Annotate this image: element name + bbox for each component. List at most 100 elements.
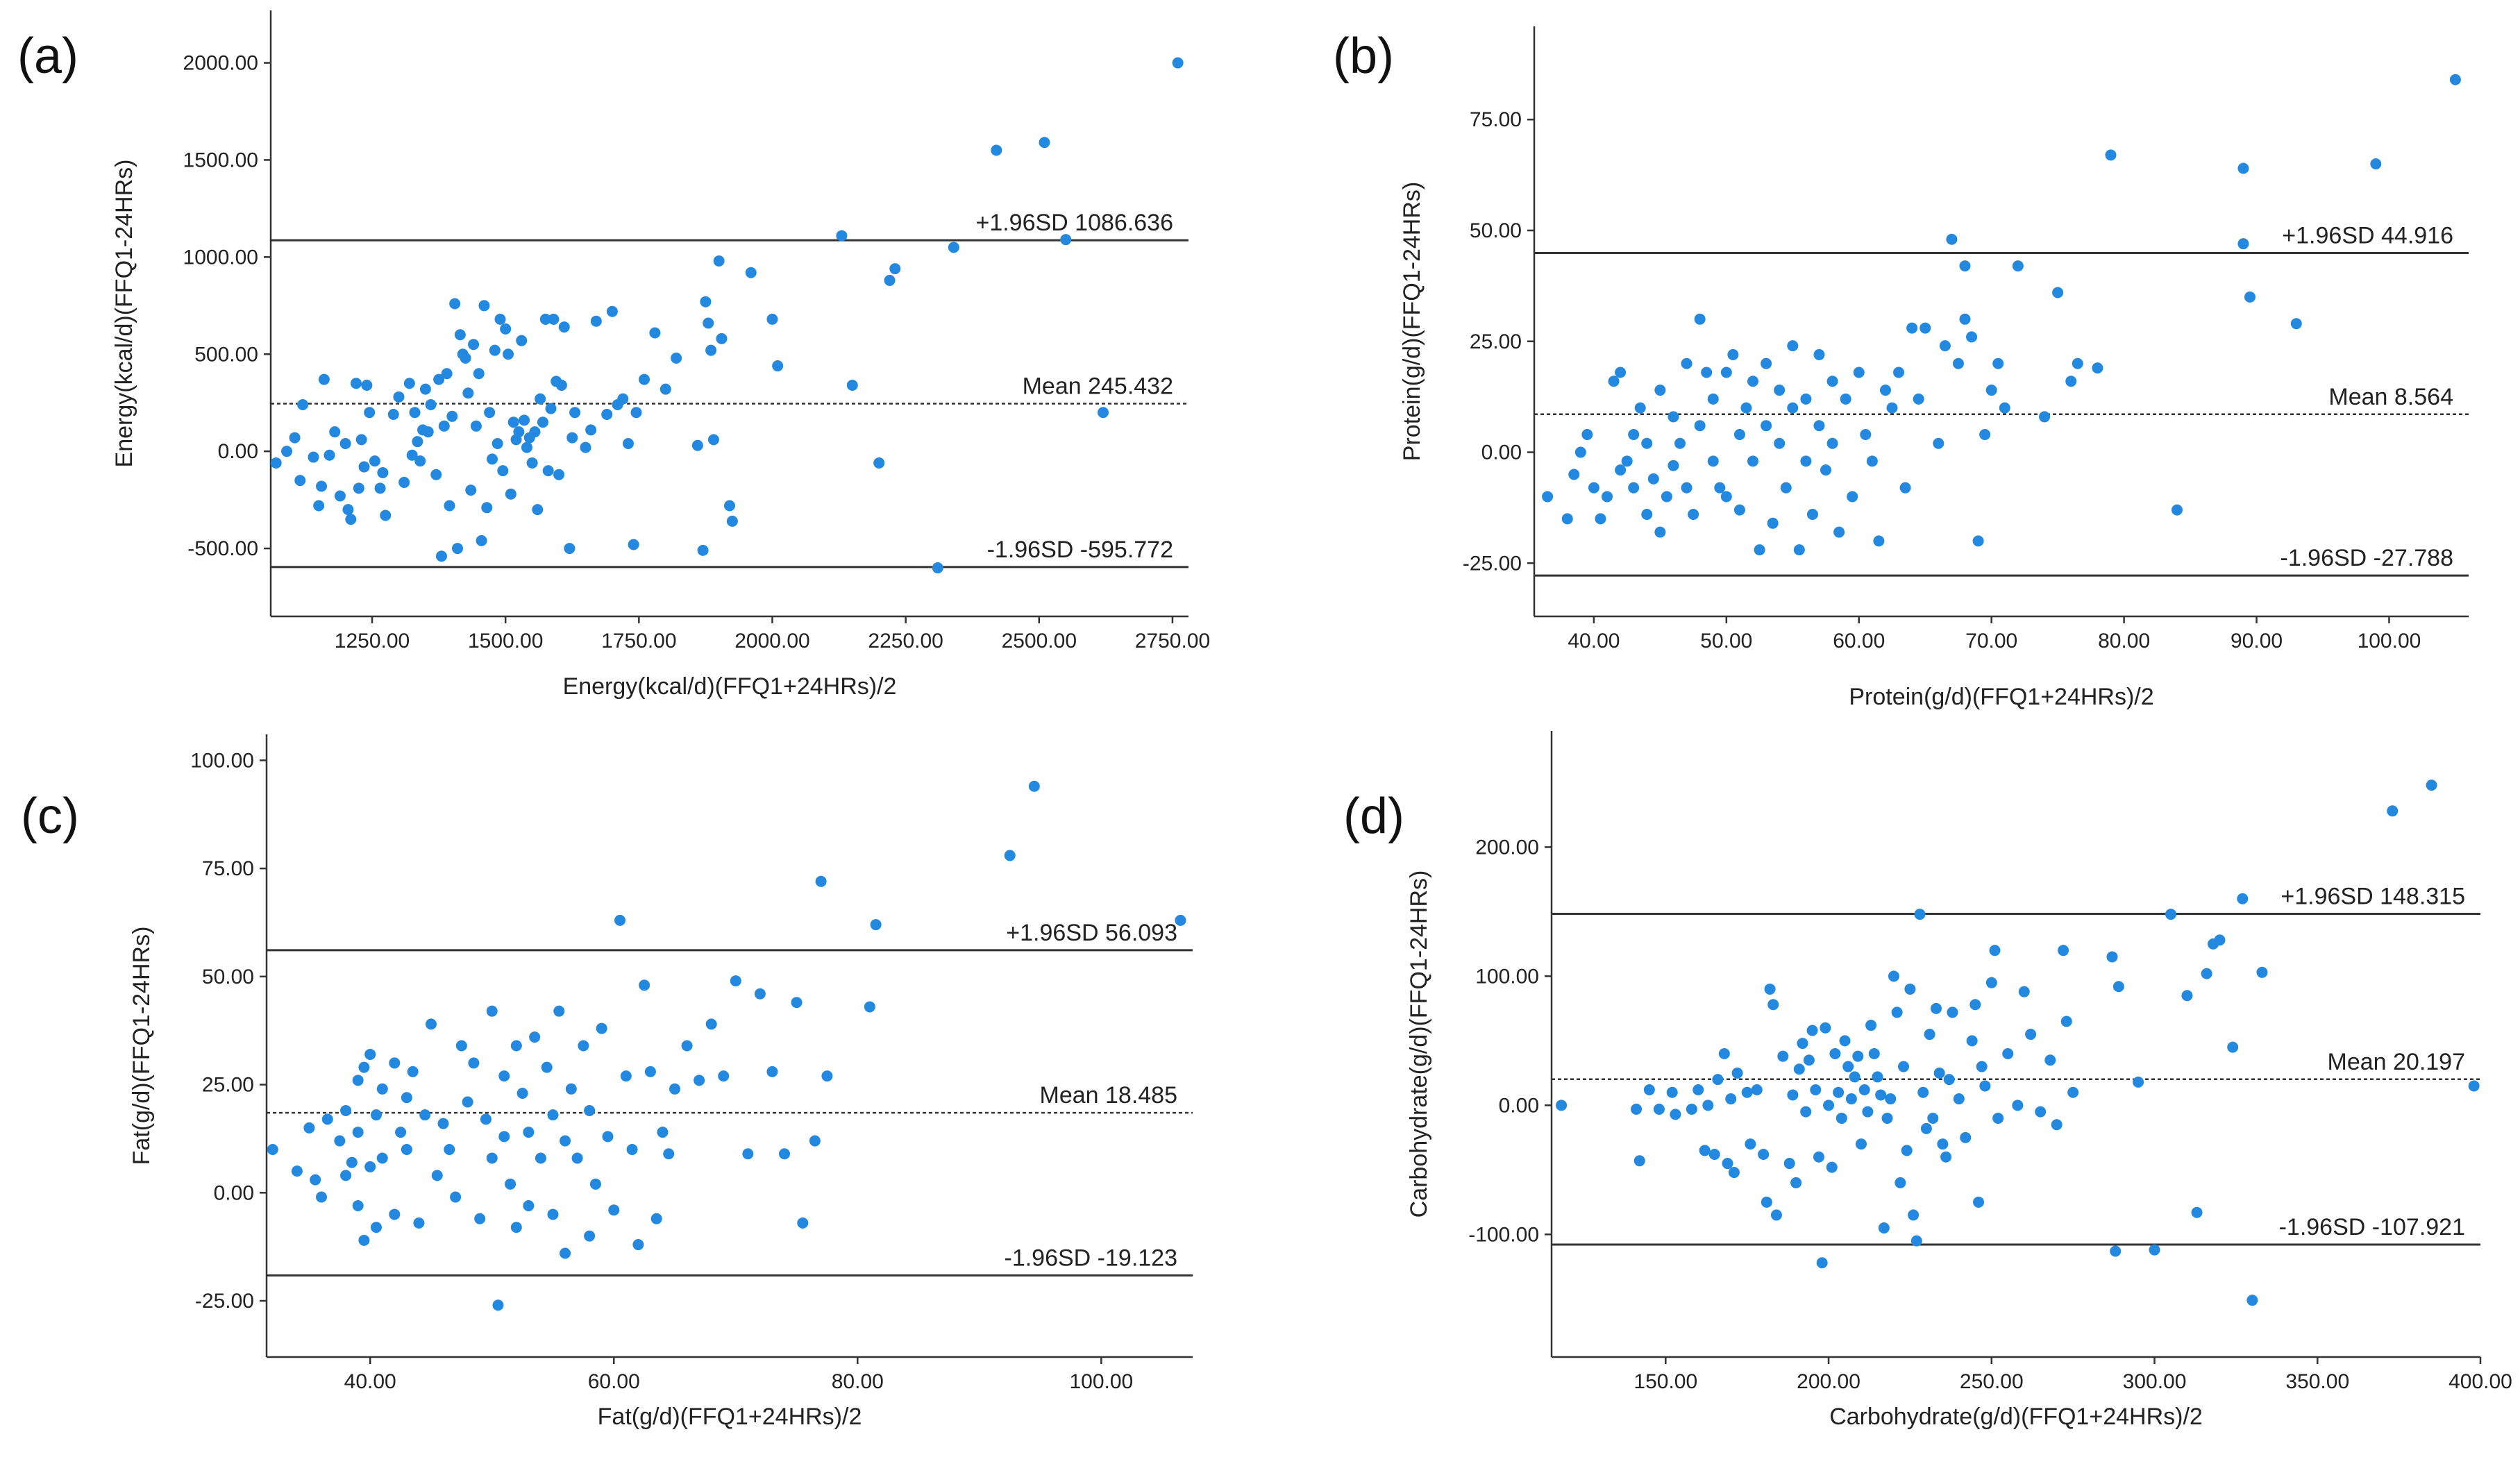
panel-b-data-point xyxy=(1668,411,1679,423)
panel-b-data-point xyxy=(1853,367,1865,378)
panel-b-data-point xyxy=(1761,357,1772,369)
panel-b-data-point xyxy=(1740,402,1752,414)
panel-b-data-point xyxy=(1595,513,1606,525)
panel-d-x-axis-title: Carbohydrate(g/d)(FFQ1+24HRs)/2 xyxy=(1829,1404,2203,1430)
panel-c-data-point xyxy=(632,1239,644,1251)
panel-c-data-point xyxy=(778,1148,790,1160)
panel-a-lower-label: -1.96SD -595.772 xyxy=(987,537,1173,563)
panel-d-data-point xyxy=(2035,1106,2047,1118)
panel-a-data-point xyxy=(406,449,418,461)
panel-a-data-point xyxy=(564,543,576,555)
panel-b-data-point xyxy=(1774,385,1786,396)
panel-d-x-tick-label: 250.00 xyxy=(1960,1370,2024,1393)
panel-a-data-point xyxy=(606,305,618,317)
panel-b-data-point xyxy=(2290,318,2302,330)
panel-d-data-point xyxy=(1793,1063,1805,1075)
panel-d-data-point xyxy=(1845,1093,1857,1105)
panel-b-data-point xyxy=(1820,464,1832,476)
panel-d-data-point xyxy=(1829,1047,1841,1059)
panel-a-data-point xyxy=(932,562,943,574)
panel-d-data-point xyxy=(1891,1007,1903,1018)
panel-c-data-point xyxy=(455,1040,467,1052)
panel-b-data-point xyxy=(2449,74,2461,85)
panel-d-data-point xyxy=(1973,1196,1985,1208)
panel-a-data-point xyxy=(1060,234,1072,246)
panel-a-data-point xyxy=(358,461,370,473)
panel-c-data-point xyxy=(462,1096,473,1108)
panel-d: (d) -100.00 0.00 100.00 200.00 150.00 200.00 25… xyxy=(1343,731,2512,1430)
panel-b-data-point xyxy=(1681,357,1692,369)
panel-a-label: (a) xyxy=(17,28,78,84)
panel-b-data-point xyxy=(1641,509,1653,521)
panel-c-data-point xyxy=(1028,780,1040,792)
panel-c-data-point xyxy=(1175,914,1186,926)
panel-a-data-point xyxy=(435,550,447,562)
panel-d-data-point xyxy=(1858,1084,1870,1096)
panel-a-data-point xyxy=(707,434,719,446)
panel-c-data-point xyxy=(589,1178,601,1190)
panel-a-y-tick-label: 0.00 xyxy=(218,440,258,463)
panel-b-data-point xyxy=(1813,420,1825,432)
panel-a-data-point xyxy=(380,509,392,521)
panel-a-data-point xyxy=(948,242,959,253)
panel-a-data-point xyxy=(601,409,613,420)
panel-d-data-point xyxy=(1927,1112,1939,1124)
panel-a-data-point xyxy=(452,543,464,555)
panel-a-data-point xyxy=(470,420,482,432)
panel-c-data-point xyxy=(486,1152,498,1164)
panel-a-x-tick-label: 2750.00 xyxy=(1135,630,1210,652)
panel-a-data-point xyxy=(465,485,477,496)
panel-a-x-tick-label: 1250.00 xyxy=(335,630,410,652)
panel-c-data-point xyxy=(419,1109,431,1121)
panel-a-data-point xyxy=(425,399,437,411)
panel-c-data-point xyxy=(584,1230,596,1242)
panel-a-data-point xyxy=(460,352,471,364)
panel-d-data-point xyxy=(1800,1106,1812,1118)
panel-c-data-point xyxy=(797,1217,809,1229)
panel-c-data-point xyxy=(401,1144,412,1155)
panel-a-data-point xyxy=(537,416,548,428)
panel-a-data-point xyxy=(468,339,480,351)
panel-a-data-point xyxy=(281,446,293,457)
panel-d-data-point xyxy=(1633,1155,1645,1167)
panel-d-data-point xyxy=(1878,1222,1890,1234)
panel-a-data-point xyxy=(555,380,567,391)
panel-b-data-point xyxy=(1933,437,1944,449)
panel-a-data-point xyxy=(1098,407,1109,419)
panel-a-data-point xyxy=(716,332,728,344)
panel-c-data-point xyxy=(541,1061,553,1073)
panel-a-data-point xyxy=(726,515,738,527)
panel-a-y-tick-label: 1000.00 xyxy=(183,246,258,269)
panel-a-data-point xyxy=(516,335,528,346)
panel-d-data-point xyxy=(1722,1158,1733,1170)
panel-c-data-point xyxy=(468,1057,480,1069)
panel-b-data-point xyxy=(1920,322,1931,334)
panel-d-data-point xyxy=(1992,1112,2004,1124)
panel-c-mean-label: Mean 18.485 xyxy=(1040,1082,1178,1109)
panel-a-data-point xyxy=(350,378,362,389)
panel-b-data-point xyxy=(2039,411,2051,423)
panel-b-data-point xyxy=(1747,376,1759,387)
panel-c-data-point xyxy=(571,1152,583,1164)
panel-c-data-point xyxy=(510,1040,522,1052)
panel-a-data-point xyxy=(308,451,319,463)
panel-c-data-point xyxy=(376,1083,388,1095)
panel-d-data-point xyxy=(2165,909,2176,920)
panel-a-data-point xyxy=(316,480,328,492)
panel-c-x-tick-label: 80.00 xyxy=(832,1370,884,1393)
panel-d-y-tick-label: -100.00 xyxy=(1468,1223,1539,1246)
panel-a-data-point xyxy=(703,317,714,329)
panel-b-data-point xyxy=(1826,437,1838,449)
panel-d-y-tick-label: 100.00 xyxy=(1475,965,1539,988)
panel-d-data-point xyxy=(1872,1071,1883,1083)
panel-c-data-point xyxy=(389,1057,401,1069)
panel-d-data-point xyxy=(1852,1050,1864,1062)
panel-a-data-point xyxy=(535,393,546,405)
panel-d-data-point xyxy=(1989,945,2001,957)
panel-a-data-point xyxy=(441,368,453,380)
panel-c-data-point xyxy=(401,1092,412,1104)
panel-d-data-point xyxy=(1556,1100,1568,1111)
panel-a-data-point xyxy=(484,407,496,419)
panel-c-data-point xyxy=(370,1222,382,1233)
panel-b-x-axis-title: Protein(g/d)(FFQ1+24HRs)/2 xyxy=(1849,684,2153,710)
